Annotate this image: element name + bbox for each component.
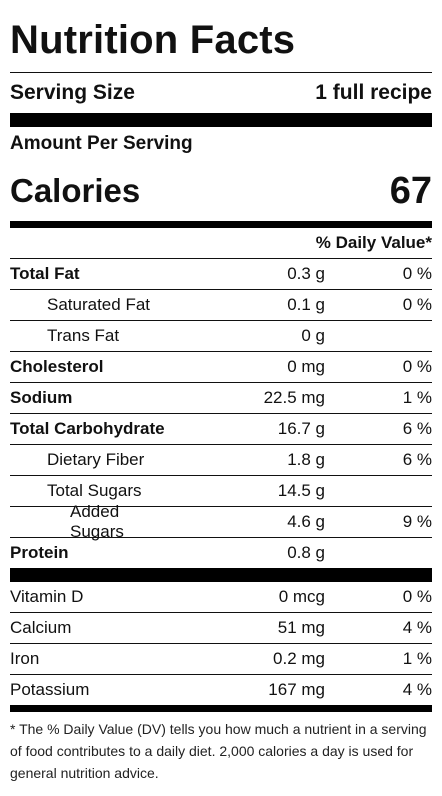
nutrient-row-total-carbohydrate: Total Carbohydrate 16.7 g 6 %: [10, 413, 432, 444]
vitamin-amount: 167 mg: [268, 680, 325, 699]
nutrient-amount: 22.5 mg: [263, 388, 325, 407]
calories-label: Calories: [10, 172, 141, 209]
vitamin-row-iron: Iron 0.2 mg 1 %: [10, 643, 432, 674]
nutrient-amount: 16.7 g: [277, 419, 325, 438]
nutrient-dv: 0 %: [402, 357, 432, 376]
nutrient-name: Protein: [10, 543, 69, 562]
nutrient-name: Total Carbohydrate: [10, 419, 165, 438]
nutrient-dv: 6 %: [402, 450, 432, 469]
nutrient-row-added-sugars: Added Sugars 4.6 g 9 %: [10, 502, 432, 541]
vitamin-row-calcium: Calcium 51 mg 4 %: [10, 612, 432, 643]
nutrient-amount: 14.5 g: [277, 481, 325, 500]
vitamin-name: Iron: [10, 649, 40, 668]
nutrient-row-total-fat: Total Fat 0.3 g 0 %: [10, 258, 432, 289]
serving-size-row: Serving Size 1 full recipe: [10, 73, 432, 113]
vitamin-dv: 4 %: [402, 680, 432, 699]
nutrient-name: Trans Fat: [47, 326, 120, 345]
nutrient-name: Sodium: [10, 388, 73, 407]
nutrient-dv: 0 %: [402, 264, 432, 283]
divider: [10, 72, 432, 73]
label-title: Nutrition Facts: [10, 18, 296, 62]
daily-value-header: % Daily Value*: [315, 233, 432, 252]
vitamin-amount: 0.2 mg: [273, 649, 325, 668]
nutrient-row-cholesterol: Cholesterol 0 mg 0 %: [10, 351, 432, 382]
nutrient-name: Saturated Fat: [47, 295, 151, 314]
nutrient-row-protein: Protein 0.8 g: [10, 537, 432, 568]
vitamin-amount: 51 mg: [277, 618, 325, 637]
nutrient-row-total-sugars: Total Sugars 14.5 g: [10, 475, 432, 506]
nutrient-amount: 0 g: [301, 326, 325, 345]
nutrient-name: Total Fat: [10, 264, 80, 283]
nutrient-amount: 0.3 g: [287, 264, 325, 283]
nutrient-row-sodium: Sodium 22.5 mg 1 %: [10, 382, 432, 413]
vitamin-dv: 0 %: [402, 587, 432, 606]
vitamin-name: Vitamin D: [10, 587, 84, 606]
nutrient-amount: 1.8 g: [287, 450, 325, 469]
daily-value-footnote: * The % Daily Value (DV) tells you how m…: [10, 721, 427, 781]
nutrient-dv: 6 %: [402, 419, 432, 438]
nutrient-amount: 0 mg: [287, 357, 325, 376]
nutrient-name: Dietary Fiber: [47, 450, 145, 469]
nutrient-dv: 1 %: [402, 388, 432, 407]
medium-divider: [10, 221, 432, 228]
serving-size-value: 1 full recipe: [315, 81, 432, 104]
calories-value: 67: [389, 169, 432, 212]
nutrient-dv: 0 %: [402, 295, 432, 314]
nutrient-dv: 9 %: [402, 512, 432, 531]
vitamin-dv: 4 %: [402, 618, 432, 637]
nutrient-name: Total Sugars: [47, 481, 142, 500]
vitamin-row-potassium: Potassium 167 mg 4 %: [10, 674, 432, 705]
nutrient-amount: 4.6 g: [287, 512, 325, 531]
thick-divider: [10, 113, 432, 127]
vitamin-name: Calcium: [10, 618, 72, 637]
thick-divider: [10, 568, 432, 582]
vitamin-row-vitamin-d: Vitamin D 0 mcg 0 %: [10, 582, 432, 612]
vitamin-amount: 0 mcg: [278, 587, 325, 606]
nutrient-name: Added Sugars: [70, 502, 124, 541]
vitamin-dv: 1 %: [402, 649, 432, 668]
nutrient-row-dietary-fiber: Dietary Fiber 1.8 g 6 %: [10, 444, 432, 475]
nutrient-amount: 0.8 g: [287, 543, 325, 562]
nutrient-row-trans-fat: Trans Fat 0 g: [10, 320, 432, 351]
serving-size-label: Serving Size: [10, 81, 135, 104]
nutrient-row-saturated-fat: Saturated Fat 0.1 g 0 %: [10, 289, 432, 320]
amount-per-serving: Amount Per Serving: [10, 133, 193, 154]
nutrient-amount: 0.1 g: [287, 295, 325, 314]
calories-row: Calories 67: [10, 161, 432, 221]
nutrient-name: Cholesterol: [10, 357, 104, 376]
vitamin-name: Potassium: [10, 680, 90, 699]
medium-divider: [10, 705, 432, 712]
